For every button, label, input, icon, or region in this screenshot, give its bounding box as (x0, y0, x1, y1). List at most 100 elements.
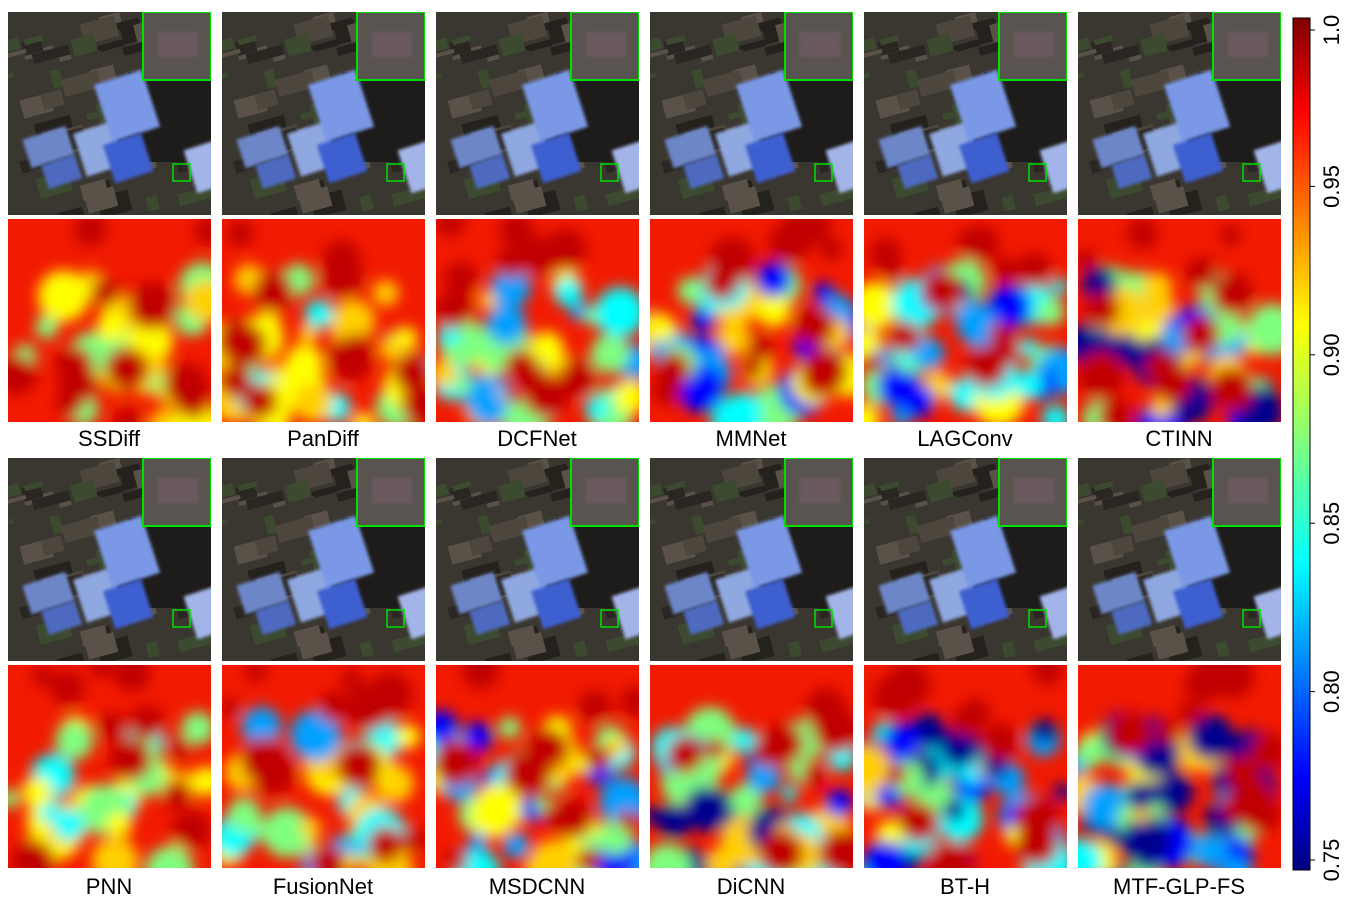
blob (1015, 371, 1043, 399)
ssim-map (848, 219, 1084, 435)
blob (444, 344, 462, 362)
blob (219, 365, 252, 398)
blob (22, 777, 53, 808)
method-label: PanDiff (287, 426, 360, 451)
blob (1078, 351, 1125, 398)
blob (1221, 794, 1249, 822)
blob (1052, 278, 1068, 294)
blob (1185, 257, 1217, 289)
colorbar-tick-label: 0.75 (1319, 839, 1344, 882)
blob (1145, 351, 1177, 383)
blob (1211, 273, 1253, 315)
satellite-image (415, 11, 673, 232)
blob (820, 237, 843, 260)
colorbar-tick-label: 0.95 (1319, 165, 1344, 208)
blob (55, 722, 93, 760)
blob (1053, 784, 1071, 802)
blob (957, 230, 979, 252)
blob (323, 240, 361, 278)
blob (586, 745, 612, 771)
inset-detail (1228, 478, 1268, 503)
ssim-map (212, 661, 427, 894)
blob (32, 666, 53, 687)
satellite-image (201, 11, 459, 232)
blob (819, 830, 865, 876)
blob (851, 282, 898, 329)
blob (190, 725, 206, 741)
blob (305, 300, 334, 329)
blob (705, 738, 726, 759)
blob (218, 320, 260, 362)
blob (995, 340, 1020, 365)
blob (666, 736, 704, 774)
blob (617, 810, 638, 831)
blob (1121, 814, 1172, 865)
blob (1179, 701, 1203, 725)
blob (554, 278, 583, 307)
blob (862, 841, 906, 885)
inset-detail (1014, 32, 1054, 57)
blob (1182, 316, 1219, 353)
satellite-image (629, 11, 887, 232)
blob (960, 699, 990, 729)
blob (432, 739, 479, 786)
blob (814, 283, 834, 303)
blob (883, 263, 903, 283)
colorbar-tick-label: 0.80 (1319, 670, 1344, 713)
blob (444, 261, 477, 294)
blob (50, 671, 84, 705)
blob (435, 291, 473, 329)
satellite-image (1057, 457, 1315, 678)
blob (168, 735, 191, 758)
inset-detail (1228, 32, 1268, 57)
blob (747, 335, 773, 361)
blob (499, 717, 521, 739)
colorbar-ticks: 0.750.800.850.900.951.0 (1310, 15, 1344, 882)
blob (768, 222, 810, 264)
method-label: SSDiff (78, 426, 141, 451)
blob (175, 383, 210, 418)
blob (585, 397, 608, 420)
ssim-map (198, 219, 445, 440)
blob (11, 839, 55, 883)
blob (1250, 732, 1288, 770)
blob (220, 698, 241, 719)
ssim-map (430, 208, 652, 444)
blob (1074, 249, 1096, 271)
blob (724, 392, 761, 429)
blob (129, 705, 164, 740)
satellite-image (201, 457, 459, 678)
blob (1209, 368, 1253, 412)
blob (1033, 719, 1057, 743)
blob (955, 301, 991, 337)
ssim-map (630, 200, 870, 446)
blob (504, 750, 551, 797)
blob (709, 237, 756, 284)
blob (1084, 292, 1120, 328)
ssim-map (0, 214, 227, 449)
blob (335, 742, 381, 788)
blob (1108, 711, 1152, 755)
ssim-map (642, 665, 864, 896)
blob (471, 832, 487, 848)
blob (38, 270, 89, 321)
method-label: MTF-GLP-FS (1113, 874, 1245, 899)
blob (110, 738, 152, 780)
blob (253, 271, 294, 312)
blob (301, 817, 322, 838)
method-label: FusionNet (273, 874, 373, 899)
method-label: PNN (86, 874, 132, 899)
blob (897, 803, 926, 832)
blob (1156, 720, 1180, 744)
blob (393, 353, 433, 393)
inset-detail (1014, 478, 1054, 503)
blob (794, 305, 835, 346)
satellite-image (415, 457, 673, 678)
blob (227, 220, 253, 246)
blob (97, 311, 127, 341)
blob (805, 692, 846, 733)
blob (578, 690, 611, 723)
method-label: MSDCNN (489, 874, 586, 899)
ssim-map (1055, 653, 1288, 890)
inset-detail (372, 32, 412, 57)
